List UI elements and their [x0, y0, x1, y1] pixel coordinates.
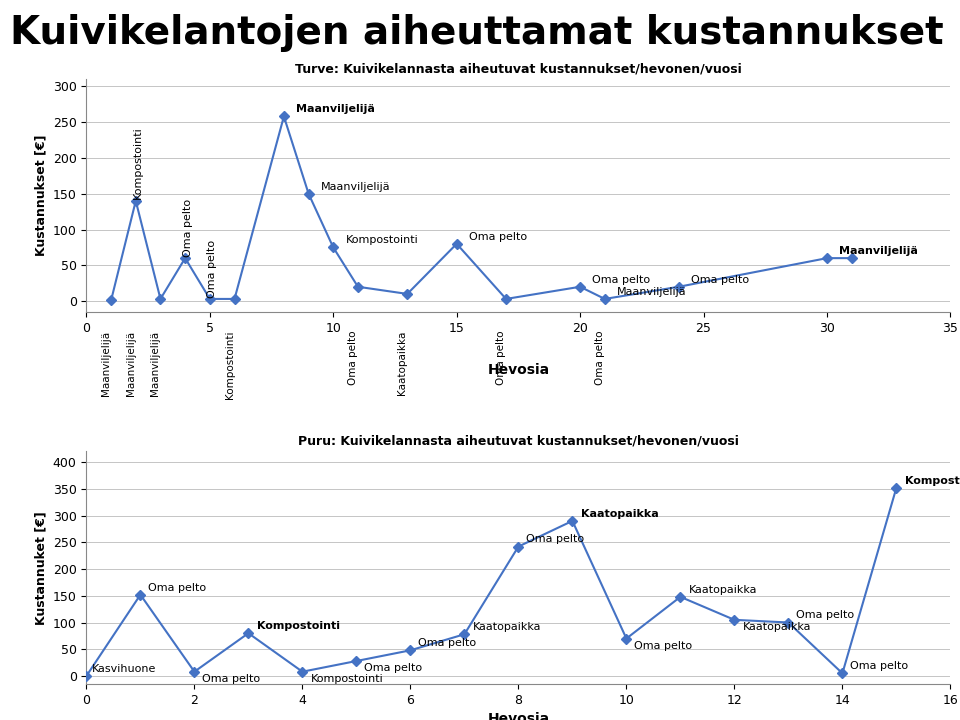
- Text: Kompostointi: Kompostointi: [225, 330, 234, 399]
- Text: Kompostointi: Kompostointi: [904, 476, 960, 485]
- Text: Kompostointi: Kompostointi: [310, 674, 383, 684]
- Text: Oma pelto: Oma pelto: [365, 663, 422, 673]
- Text: Kaatopaikka: Kaatopaikka: [472, 622, 541, 632]
- Title: Puru: Kuivikelannasta aiheutuvat kustannukset/hevonen/vuosi: Puru: Kuivikelannasta aiheutuvat kustann…: [298, 434, 739, 447]
- Text: Kaatopaikka: Kaatopaikka: [581, 509, 659, 519]
- Text: Kuivikelantojen aiheuttamat kustannukset: Kuivikelantojen aiheuttamat kustannukset: [10, 14, 944, 53]
- Text: Oma pelto: Oma pelto: [635, 641, 692, 651]
- Text: Maanviljelijä: Maanviljelijä: [839, 246, 918, 256]
- Text: Kompostointi: Kompostointi: [346, 235, 419, 246]
- Text: Maanviljelijä: Maanviljelijä: [101, 330, 111, 395]
- Text: Oma pelto: Oma pelto: [348, 330, 358, 385]
- Text: Oma pelto: Oma pelto: [149, 582, 206, 593]
- Text: Oma pelto: Oma pelto: [526, 534, 585, 544]
- Text: Maanviljelijä: Maanviljelijä: [297, 104, 375, 114]
- Text: Oma pelto: Oma pelto: [691, 274, 750, 284]
- Text: Kaatopaikka: Kaatopaikka: [742, 622, 811, 632]
- X-axis label: Hevosia: Hevosia: [488, 712, 549, 720]
- Text: Hevosia: Hevosia: [488, 363, 549, 377]
- Y-axis label: Kustannuket [€]: Kustannuket [€]: [35, 510, 47, 624]
- Text: Oma pelto: Oma pelto: [203, 674, 260, 684]
- Text: Kasvihuone: Kasvihuone: [92, 664, 156, 674]
- Text: Kompostointi: Kompostointi: [256, 621, 340, 631]
- Text: Oma pelto: Oma pelto: [592, 274, 651, 284]
- Text: Maanviljelijä: Maanviljelijä: [617, 287, 686, 297]
- Text: Oma pelto: Oma pelto: [797, 611, 854, 621]
- Text: Kaatopaikka: Kaatopaikka: [688, 585, 757, 595]
- Text: Maanviljelijä: Maanviljelijä: [151, 330, 160, 395]
- Text: Oma pelto: Oma pelto: [595, 330, 605, 385]
- Text: Kompostointi: Kompostointi: [133, 127, 143, 199]
- Text: Oma pelto: Oma pelto: [207, 239, 217, 297]
- Text: Oma pelto: Oma pelto: [851, 661, 908, 671]
- Y-axis label: Kustannukset [€]: Kustannukset [€]: [35, 135, 47, 256]
- Title: Turve: Kuivikelannasta aiheutuvat kustannukset/hevonen/vuosi: Turve: Kuivikelannasta aiheutuvat kustan…: [295, 62, 742, 76]
- Text: Kaatopaikka: Kaatopaikka: [397, 330, 407, 395]
- Text: Oma pelto: Oma pelto: [469, 232, 527, 242]
- Text: Maanviljelijä: Maanviljelijä: [321, 181, 391, 192]
- Text: Oma pelto: Oma pelto: [496, 330, 506, 385]
- Text: Maanviljelijä: Maanviljelijä: [126, 330, 135, 395]
- Text: Oma pelto: Oma pelto: [182, 199, 193, 257]
- Text: Oma pelto: Oma pelto: [419, 638, 476, 648]
